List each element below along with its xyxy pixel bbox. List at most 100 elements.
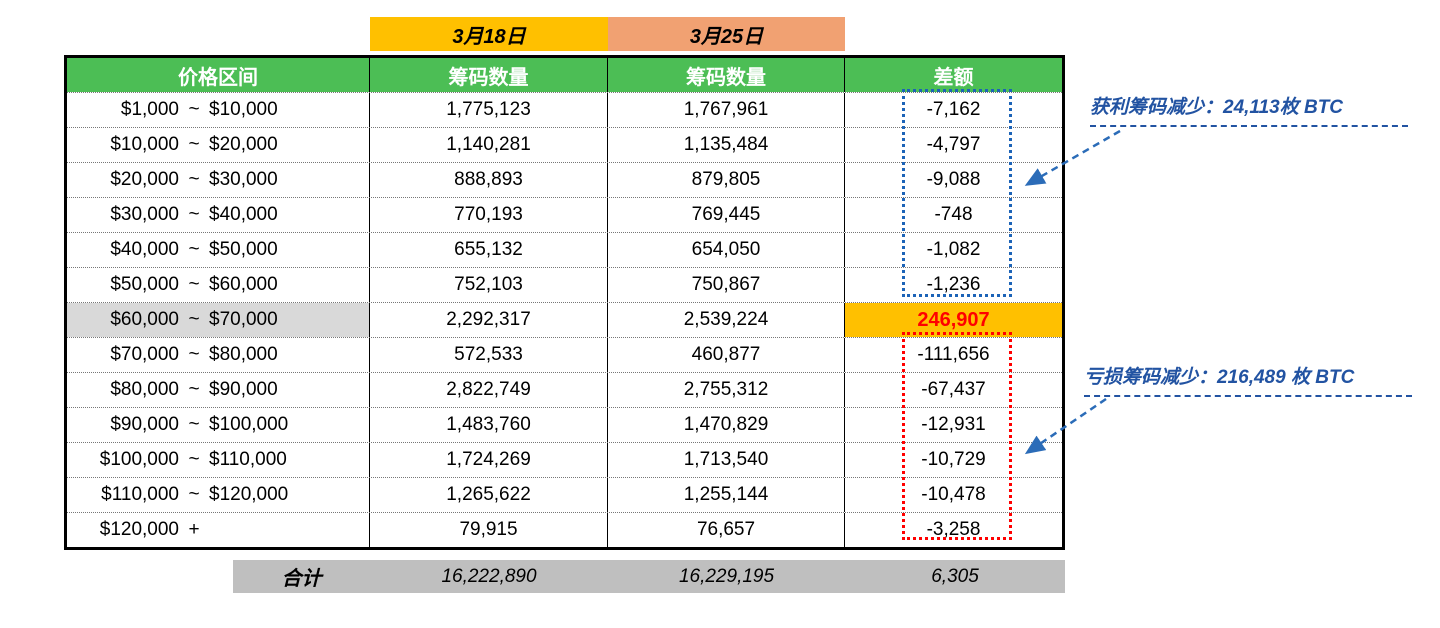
chips-mar18-cell: 888,893 (370, 163, 608, 197)
price-range-cell: $40,000 ~ $50,000 (67, 233, 370, 267)
chips-mar25-cell: 1,767,961 (608, 93, 845, 127)
price-range-cell: $10,000 ~ $20,000 (67, 128, 370, 162)
price-range-cell: $90,000 ~ $100,000 (67, 408, 370, 442)
chips-mar25-cell: 769,445 (608, 198, 845, 232)
table-row: $120,000 + 79,915 76,657 -3,258 (67, 512, 1062, 547)
diff-cell: -10,478 (921, 484, 986, 505)
total-diff: 6,305 (931, 565, 979, 587)
price-separator: ~ (188, 99, 200, 120)
table-row: $1,000 ~ $10,000 1,775,123 1,767,961 -7,… (67, 92, 1062, 127)
price-high: $80,000 (209, 344, 278, 365)
price-high: $40,000 (209, 204, 278, 225)
price-separator: ~ (188, 239, 200, 260)
diff-cell: -1,082 (926, 239, 981, 260)
price-low: $90,000 (110, 414, 179, 435)
price-range-cell: $50,000 ~ $60,000 (67, 268, 370, 302)
date-header-mar18: 3月18日 (370, 17, 608, 51)
price-range-cell: $1,000 ~ $10,000 (67, 93, 370, 127)
price-separator: + (188, 519, 200, 540)
chips-mar25-cell: 2,539,224 (608, 303, 845, 337)
table-row: $20,000 ~ $30,000 888,893 879,805 -9,088 (67, 162, 1062, 197)
table-row: $70,000 ~ $80,000 572,533 460,877 -111,6… (67, 337, 1062, 372)
price-low: $1,000 (120, 99, 179, 120)
price-separator: ~ (188, 449, 200, 470)
loss-annotation: 亏损筹码减少：216,489 枚 BTC (1084, 362, 1412, 397)
price-separator: ~ (188, 274, 200, 295)
price-high: $30,000 (209, 169, 278, 190)
chips-mar25-cell: 1,713,540 (608, 443, 845, 477)
table-row: $40,000 ~ $50,000 655,132 654,050 -1,082 (67, 232, 1062, 267)
diff-cell: -748 (934, 204, 973, 225)
chips-mar18-cell: 770,193 (370, 198, 608, 232)
total-chips-mar18: 16,222,890 (441, 565, 537, 587)
diff-cell: -1,236 (926, 274, 981, 295)
price-low: $80,000 (110, 379, 179, 400)
chips-mar25-cell: 76,657 (608, 513, 845, 547)
table-row: $80,000 ~ $90,000 2,822,749 2,755,312 -6… (67, 372, 1062, 407)
price-range-cell: $100,000 ~ $110,000 (67, 443, 370, 477)
price-high: $120,000 (209, 484, 289, 505)
diff-cell: -67,437 (921, 379, 986, 400)
profit-annotation: 获利筹码减少：24,113枚 BTC (1090, 92, 1408, 127)
chips-mar25-cell: 2,755,312 (608, 373, 845, 407)
price-low: $70,000 (110, 344, 179, 365)
price-range-cell: $30,000 ~ $40,000 (67, 198, 370, 232)
chips-mar18-cell: 572,533 (370, 338, 608, 372)
date-header-mar25: 3月25日 (608, 17, 845, 51)
chips-mar18-cell: 1,483,760 (370, 408, 608, 442)
diff-cell: -10,729 (921, 449, 986, 470)
price-high: $20,000 (209, 134, 278, 155)
chips-mar18-cell: 79,915 (370, 513, 608, 547)
price-separator: ~ (188, 204, 200, 225)
chips-mar18-cell: 655,132 (370, 233, 608, 267)
chip-distribution-table: 价格区间 筹码数量 筹码数量 差额 $1,000 ~ $10,000 1,775… (64, 55, 1065, 550)
price-high: $60,000 (209, 274, 278, 295)
total-label: 合计 (281, 568, 322, 590)
price-high: $50,000 (209, 239, 278, 260)
price-low: $120,000 (99, 519, 179, 540)
price-high: $100,000 (209, 414, 289, 435)
diff-cell: -7,162 (926, 99, 981, 120)
price-low: $100,000 (99, 449, 179, 470)
price-range-cell: $120,000 + (67, 513, 370, 547)
total-chips-mar25: 16,229,195 (678, 565, 775, 587)
price-high: $70,000 (209, 309, 278, 330)
price-high: $10,000 (209, 99, 278, 120)
chips-mar18-cell: 1,775,123 (370, 93, 608, 127)
chips-mar18-cell: 752,103 (370, 268, 608, 302)
diff-cell: -9,088 (926, 169, 981, 190)
chips-mar18-cell: 1,265,622 (370, 478, 608, 512)
price-range-cell: $20,000 ~ $30,000 (67, 163, 370, 197)
price-low: $10,000 (110, 134, 179, 155)
chips-mar25-cell: 1,255,144 (608, 478, 845, 512)
table-row: $100,000 ~ $110,000 1,724,269 1,713,540 … (67, 442, 1062, 477)
diff-cell: -12,931 (921, 414, 986, 435)
price-separator: ~ (188, 309, 200, 330)
price-range-header: 价格区间 (67, 58, 370, 92)
diff-cell: -4,797 (926, 134, 981, 155)
price-separator: ~ (188, 414, 200, 435)
chips-mar25-cell: 1,470,829 (608, 408, 845, 442)
diff-cell: -111,656 (917, 344, 990, 365)
chips-mar18-cell: 2,822,749 (370, 373, 608, 407)
price-low: $50,000 (110, 274, 179, 295)
table-row: $30,000 ~ $40,000 770,193 769,445 -748 (67, 197, 1062, 232)
price-low: $40,000 (110, 239, 179, 260)
price-low: $30,000 (110, 204, 179, 225)
price-separator: ~ (188, 484, 200, 505)
price-separator: ~ (188, 379, 200, 400)
price-separator: ~ (188, 344, 200, 365)
table-header-row: 价格区间 筹码数量 筹码数量 差额 (67, 58, 1062, 92)
chips-mar25-cell: 1,135,484 (608, 128, 845, 162)
price-high: $110,000 (209, 449, 287, 470)
price-high: $90,000 (209, 379, 278, 400)
table-row: $90,000 ~ $100,000 1,483,760 1,470,829 -… (67, 407, 1062, 442)
chips-mar25-header: 筹码数量 (608, 58, 845, 92)
price-low: $20,000 (110, 169, 179, 190)
diff-cell-highlighted: 246,907 (845, 303, 1062, 337)
diff-header: 差额 (933, 66, 974, 89)
price-separator: ~ (188, 169, 200, 190)
chips-mar18-cell: 2,292,317 (370, 303, 608, 337)
chips-mar18-cell: 1,140,281 (370, 128, 608, 162)
table-row-highlighted: $60,000 ~ $70,000 2,292,317 2,539,224 24… (67, 302, 1062, 337)
